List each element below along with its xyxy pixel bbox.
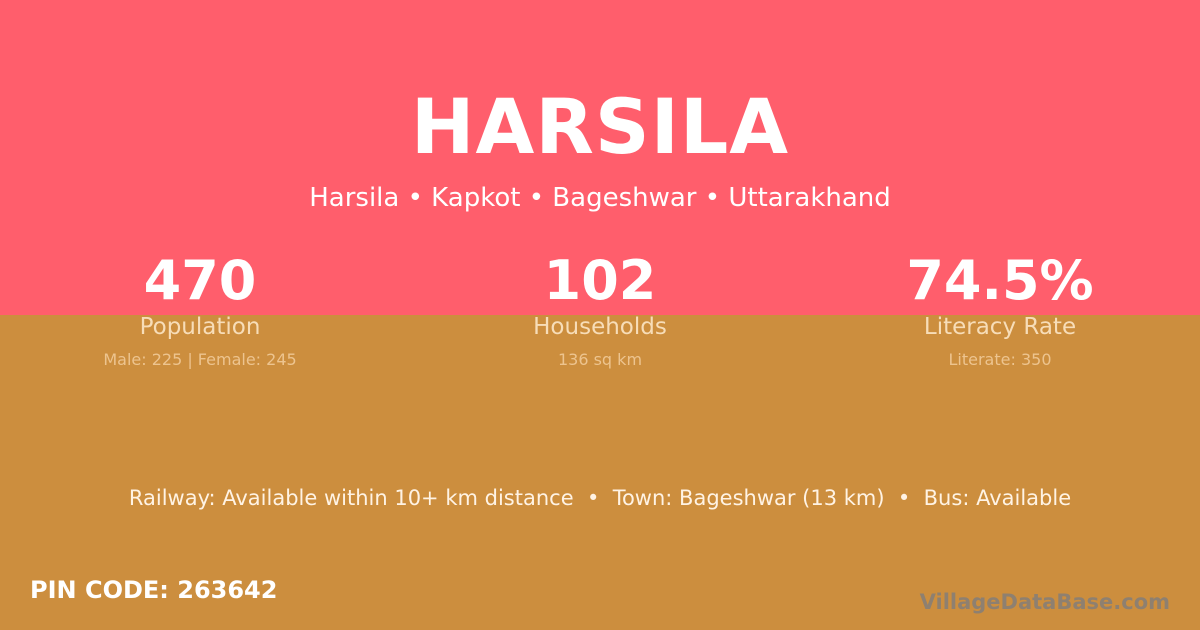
header-band	[0, 0, 1200, 315]
pin-code: PIN CODE: 263642	[30, 576, 278, 604]
stat-value: 74.5%	[906, 249, 1094, 312]
stat-population: 470 Population Male: 225 | Female: 245	[0, 249, 400, 370]
stat-detail: Male: 225 | Female: 245	[103, 350, 297, 369]
stat-value: 470	[143, 249, 257, 312]
stat-label: Population	[139, 314, 261, 340]
stat-value: 102	[543, 249, 657, 312]
stat-households: 102 Households 136 sq km	[400, 249, 800, 370]
location-breadcrumb: Harsila • Kapkot • Bageshwar • Uttarakha…	[309, 183, 891, 213]
footer-band	[0, 315, 1200, 630]
stat-label: Literacy Rate	[923, 314, 1077, 340]
stat-detail: Literate: 350	[948, 350, 1052, 369]
brand-logo: VillageDataBase.com	[919, 590, 1170, 614]
village-title: HARSILA	[410, 82, 790, 171]
stat-label: Households	[533, 314, 667, 340]
connectivity-info: Railway: Available within 10+ km distanc…	[128, 486, 1072, 510]
stat-literacy: 74.5% Literacy Rate Literate: 350	[800, 249, 1200, 370]
stat-detail: 136 sq km	[557, 350, 643, 369]
